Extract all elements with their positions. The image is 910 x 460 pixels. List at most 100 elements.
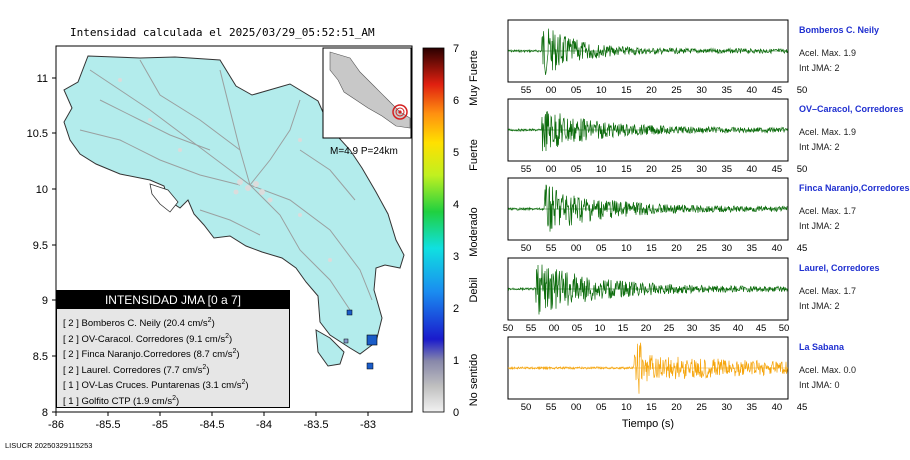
map-x-tick-label: -84.5 [199,419,224,431]
legend-row: [ 1 ] Golfito CTP (1.9 cm/s2) [57,391,289,407]
legend-row: [ 1 ] OV-Las Cruces. Puntarenas (3.1 cm/… [57,375,289,391]
waveform-tick-label: 40 [733,323,744,334]
station-jma-intensity: Int JMA: 2 [799,301,840,311]
waveform-trace [507,111,788,152]
waveform-tick-label: 55 [546,243,557,254]
legend-row-name: Finca Naranjo.Corredores (8.7 cm/s [81,349,233,361]
waveform-trace [507,184,788,232]
waveform-tick-label: 05 [572,323,583,334]
town-markers [118,78,332,262]
waveform-tick-label: 35 [747,402,758,413]
waveform-tick-label: 50 [797,164,808,175]
map-y-tick-label: 8.5 [33,351,48,363]
station-max-acceleration: Acel. Max. 0.0 [799,365,857,375]
legend-row-name: OV-Caracol. Corredores (9.1 cm/s [81,333,226,345]
colorbar-tick-label: 7 [453,43,459,55]
colorbar-ticks: 7 6 5 4 3 2 1 0 [453,43,459,419]
legend-row-name: Laurel. Corredores (7.7 cm/s [81,364,203,376]
waveform-tick-label: 30 [721,402,732,413]
legend-row-close: ) [206,364,210,376]
waveform-tick-label: 50 [797,85,808,96]
waveform-trace [507,264,788,315]
waveform-tick-label: 20 [646,164,657,175]
waveform-tick-label: 45 [756,323,767,334]
legend-row-name: OV-Las Cruces. Puntarenas (3.1 cm/s [81,380,242,392]
map-y-tick-label: 10 [36,184,48,196]
waveform-tick-label: 50 [521,243,532,254]
legend-row-name: Bomberos C. Neily (20.4 cm/s [81,318,208,330]
road-network [79,59,373,311]
waveform-tick-label: 15 [646,402,657,413]
waveform-tick-label: 05 [571,164,582,175]
waveform-tick-label: 00 [546,164,557,175]
station-name: Bomberos C. Neily [799,25,880,35]
map-x-tick-label: -85 [152,419,168,431]
waveform-trace [507,342,788,394]
map-x-tick-label: -83 [360,419,376,431]
waveform-tick-label: 30 [721,243,732,254]
waveform-tick-label: 40 [747,85,758,96]
waveform-tick-label: 10 [596,85,607,96]
legend-row: [ 2 ] Bomberos C. Neily (20.4 cm/s2) [57,313,289,329]
waveform-tick-label: 20 [641,323,652,334]
inset-map [322,47,412,139]
colorbar-tick-label: 0 [453,407,459,419]
waveform-tick-label: 20 [671,402,682,413]
colorbar-levels: Muy Fuerte Fuerte Moderado Debil No sentido [468,50,480,406]
legend-row-intensity: [ 2 ] [63,364,82,376]
legend-row-close: ) [229,333,233,345]
station-jma-intensity: Int JMA: 2 [799,63,840,73]
station-name: Laurel, Corredores [799,263,880,273]
map-y-tick-label: 11 [37,73,48,85]
colorbar-level-label: Debil [468,277,480,302]
waveform-tick-label: 55 [521,85,532,96]
waveform-tick-label: 55 [521,164,532,175]
station-name: OV–Caracol, Corredores [799,104,904,114]
map-y-tick-label: 8 [42,407,48,419]
legend-row-intensity: [ 1 ] [63,380,82,392]
legend-row: [ 2 ] OV-Caracol. Corredores (9.1 cm/s2) [57,329,289,345]
waveform-tick-label: 55 [526,323,537,334]
legend-row-close: ) [176,395,180,407]
legend-row-intensity: [ 2 ] [63,333,82,345]
waveform-tick-label: 30 [696,85,707,96]
waveform-tick-label: 45 [772,164,783,175]
waveform-tick-label: 10 [621,402,632,413]
legend-row-unit-power: 2 [232,348,237,355]
colorbar-level-label: No sentido [468,354,480,407]
waveform-tick-label: 40 [747,164,758,175]
intensity-legend: INTENSIDAD JMA [0 a 7] [ 2 ] Bomberos C.… [56,290,290,408]
waveform-tick-label: 05 [571,85,582,96]
inset-caption: M=4.9 P=24km [330,146,398,157]
colorbar-tick-label: 1 [453,355,459,367]
map-y-tick-label: 9 [42,295,48,307]
colorbar-tick-label: 5 [453,147,459,159]
station-jma-intensity: Int JMA: 2 [799,142,840,152]
colorbar-tick-label: 6 [453,95,459,107]
map-x-tick-label: -83.5 [303,419,328,431]
colorbar-level-label: Fuerte [468,139,480,171]
waveform-tick-label: 30 [696,164,707,175]
waveform-tick-label: 35 [721,85,732,96]
colorbar-level-label: Moderado [468,207,480,257]
legend-row: [ 2 ] Laurel. Corredores (7.7 cm/s2) [57,360,289,376]
waveform-tick-label: 45 [797,402,808,413]
waveform-tick-label: 35 [747,243,758,254]
waveform-tick-label: 20 [671,243,682,254]
station-marker-ov-caracol [346,309,353,316]
waveform-tick-label: 15 [646,243,657,254]
colorbar [422,47,445,413]
station-max-acceleration: Acel. Max. 1.7 [799,206,857,216]
legend-row-unit-power: 2 [172,394,177,402]
waveform-tick-label: 05 [596,402,607,413]
legend-row-unit-power: 2 [241,379,246,386]
legend-title: INTENSIDAD JMA [0 a 7] [57,291,289,309]
waveform-trace [507,28,788,75]
waveform-tick-label: 45 [772,85,783,96]
waveform-tick-label: 10 [621,243,632,254]
waveform-tick-label: 05 [596,243,607,254]
waveform-tick-label: 15 [621,85,632,96]
legend-row-name: Golfito CTP (1.9 cm/s [81,395,173,407]
waveform-tick-label: 00 [571,243,582,254]
map-y-ticks: 11 10.5 10 9.5 9 8.5 8 [27,73,56,419]
